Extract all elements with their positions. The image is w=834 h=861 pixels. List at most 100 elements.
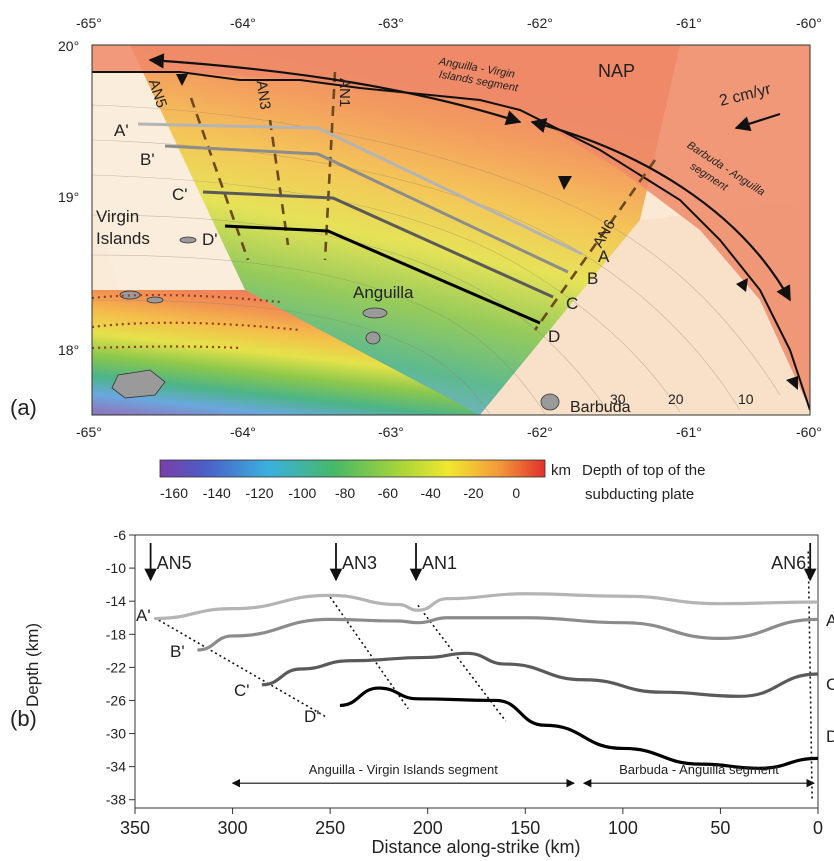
x-axis-label: Distance along-strike (km) bbox=[371, 837, 580, 857]
profile-end-labels: A B C D bbox=[548, 247, 610, 346]
label-a-prime: A' bbox=[114, 121, 129, 140]
profile-a bbox=[137, 122, 583, 256]
label-d: D bbox=[548, 327, 560, 346]
panel-a-label: (a) bbox=[10, 395, 37, 420]
y-tick-label: -30 bbox=[106, 726, 126, 742]
colorbar-tick: -80 bbox=[335, 485, 355, 501]
profile-line-c bbox=[261, 651, 819, 698]
label-a: A bbox=[598, 247, 610, 266]
arrow-label-an6: AN6 bbox=[771, 553, 806, 573]
y-tick-label: -22 bbox=[106, 659, 126, 675]
x-tick-label: 150 bbox=[510, 818, 540, 838]
svg-text:18°: 18° bbox=[58, 342, 79, 358]
segment-label: Barbuda - Anguilla segment bbox=[619, 762, 779, 777]
panel-b-label: (b) bbox=[10, 706, 37, 731]
segment-label: Anguilla - Virgin Islands segment bbox=[309, 762, 498, 777]
chart-label-d-prime: D' bbox=[304, 707, 320, 726]
y-tick-label: -34 bbox=[106, 759, 126, 775]
lat-ticks: 20° 19° 18° bbox=[58, 38, 79, 358]
chart-label-a-prime: A' bbox=[136, 606, 151, 625]
label-c-prime: C' bbox=[172, 185, 188, 204]
arrow-label-an1: AN1 bbox=[422, 553, 457, 573]
y-tick-label: -26 bbox=[106, 692, 126, 708]
colorbar: -160 -140 -120 -100 -80 -60 -40 -20 0 km Depth o… bbox=[159, 459, 705, 503]
x-tick-label: 250 bbox=[315, 818, 345, 838]
y-tick-label: -38 bbox=[106, 792, 126, 808]
x-tick-label: 50 bbox=[710, 818, 730, 838]
contour-labels: 30 20 10 bbox=[610, 391, 754, 407]
chart-label-c: C bbox=[826, 675, 834, 694]
chart-label-a: A bbox=[826, 611, 834, 630]
colorbar-tick: 0 bbox=[512, 485, 520, 501]
x-tick-label: 350 bbox=[120, 818, 150, 838]
lon-ticks-top: -65° -64° -63° -62° -61° -60° bbox=[76, 15, 822, 31]
lon-ticks-bottom: -65° -64° -63° -62° -61° -60° bbox=[76, 424, 822, 440]
profile-b bbox=[164, 144, 569, 274]
svg-text:-62°: -62° bbox=[527, 15, 553, 31]
chart-right-labels: A C D bbox=[826, 611, 834, 746]
svg-text:-60°: -60° bbox=[796, 424, 822, 440]
colorbar-tick: -20 bbox=[463, 485, 483, 501]
y-tick-label: -14 bbox=[106, 593, 126, 609]
profile-start-labels: A' B' C' D' bbox=[114, 121, 218, 249]
svg-text:-64°: -64° bbox=[230, 15, 256, 31]
label-d-prime: D' bbox=[202, 230, 218, 249]
svg-text:-63°: -63° bbox=[378, 15, 404, 31]
profiles bbox=[137, 122, 583, 325]
profile-d bbox=[224, 224, 541, 325]
nap-label: NAP bbox=[598, 61, 635, 81]
colorbar-title-1: Depth of top of the bbox=[582, 462, 705, 479]
colorbar-tick: -140 bbox=[203, 485, 231, 501]
colorbar-tick: -60 bbox=[378, 485, 398, 501]
chart-label-d: D bbox=[826, 727, 834, 746]
chart-label-b-prime: B' bbox=[170, 642, 185, 661]
svg-text:-61°: -61° bbox=[676, 15, 702, 31]
profile-chart: -6 -10 -14 -18 -22 -26 -30 -34 -38 350 300 250 200 1… bbox=[10, 527, 834, 857]
colorbar-tick: -120 bbox=[246, 485, 274, 501]
svg-text:20: 20 bbox=[668, 391, 684, 407]
colorbar-unit: km bbox=[551, 462, 571, 479]
y-tick-label: -10 bbox=[106, 560, 126, 576]
colorbar-tick: -160 bbox=[160, 485, 188, 501]
chart-label-c-prime: C' bbox=[234, 681, 250, 700]
colorbar-tick: -100 bbox=[288, 485, 316, 501]
barbuda-label: Barbuda bbox=[570, 399, 631, 416]
label-c: C bbox=[566, 294, 578, 313]
label-b-prime: B' bbox=[140, 150, 155, 169]
line-an5 bbox=[189, 97, 250, 261]
svg-text:-65°: -65° bbox=[76, 424, 102, 440]
colorbar-ramp bbox=[159, 459, 546, 478]
x-tick-label: 200 bbox=[413, 818, 443, 838]
arrow-label-an5: AN5 bbox=[157, 553, 192, 573]
chart-profile-labels: A' B' C' D' bbox=[136, 606, 320, 726]
svg-text:-63°: -63° bbox=[378, 424, 404, 440]
dotted-features bbox=[92, 293, 301, 350]
profile-line-d bbox=[339, 686, 819, 770]
label-b: B bbox=[587, 269, 598, 288]
line-an3 bbox=[268, 119, 290, 246]
virgin-label-2: Islands bbox=[96, 229, 150, 248]
arrow-label-an3: AN3 bbox=[342, 553, 377, 573]
svg-text:10: 10 bbox=[738, 391, 754, 407]
islands bbox=[111, 236, 560, 411]
colorbar-tick: -40 bbox=[421, 485, 441, 501]
y-axis-label: Depth (km) bbox=[23, 623, 42, 707]
chart-frame bbox=[134, 534, 819, 809]
segment-arrows bbox=[148, 53, 791, 302]
colorbar-title-2: subducting plate bbox=[585, 486, 694, 503]
virgin-label-1: Virgin bbox=[96, 207, 139, 226]
label-an3: AN3 bbox=[253, 79, 274, 110]
line-an1 bbox=[323, 71, 337, 261]
map-frame bbox=[91, 44, 811, 416]
svg-text:20°: 20° bbox=[58, 38, 79, 54]
x-tick-label: 300 bbox=[218, 818, 248, 838]
y-tick-label: -18 bbox=[106, 626, 126, 642]
anguilla-label: Anguilla bbox=[353, 283, 414, 302]
svg-text:-61°: -61° bbox=[676, 424, 702, 440]
profile-line-a bbox=[154, 592, 819, 621]
x-tick-label: 100 bbox=[608, 818, 638, 838]
label-an1: AN1 bbox=[336, 78, 353, 107]
y-tick-label: -6 bbox=[114, 527, 127, 543]
svg-text:-65°: -65° bbox=[76, 15, 102, 31]
svg-text:19°: 19° bbox=[58, 189, 79, 205]
